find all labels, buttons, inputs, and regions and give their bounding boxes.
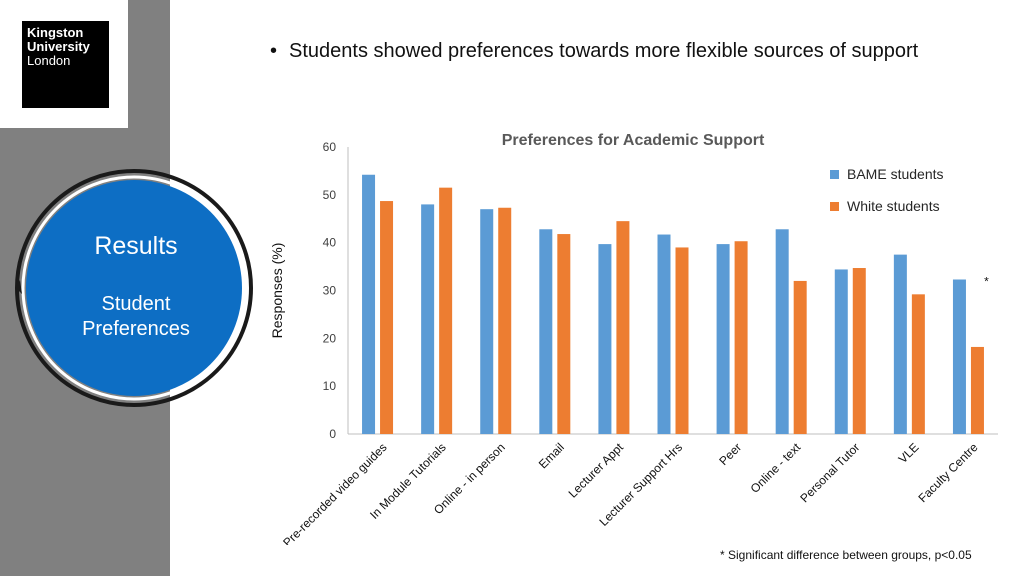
y-tick-label-5: 50: [323, 188, 337, 202]
logo-box: Kingston University London: [0, 0, 128, 128]
bullet-text: Students showed preferences towards more…: [289, 40, 919, 62]
chart-title: Preferences for Academic Support: [502, 132, 765, 149]
bar-bame-8: [834, 269, 848, 434]
bar-bame-2: [480, 209, 494, 434]
bar-white-10: [970, 346, 984, 434]
x-tick-label-6: Peer: [716, 440, 744, 468]
university-logo: Kingston University London: [22, 21, 109, 108]
bar-bame-7: [775, 229, 789, 434]
footnote: * Significant difference between groups,…: [720, 548, 972, 562]
x-tick-label-0: Pre-recorded video guides: [280, 440, 389, 545]
bar-white-0: [380, 201, 394, 434]
bar-bame-10: [952, 279, 966, 434]
bar-bame-6: [716, 244, 730, 434]
section-subtitle-line-1: Student: [101, 293, 171, 315]
logo-line-3: London: [27, 53, 71, 68]
academic-support-chart: Preferences for Academic Support Response…: [269, 132, 998, 545]
y-tick-label-0: 0: [329, 427, 336, 441]
logo-line-1: Kingston: [27, 25, 84, 40]
y-tick-label-4: 40: [323, 236, 337, 250]
y-tick-label-3: 30: [323, 284, 337, 298]
x-tick-label-3: Email: [536, 440, 567, 471]
y-tick-label-2: 20: [323, 331, 337, 345]
bar-white-7: [793, 280, 807, 434]
bar-bame-9: [893, 254, 907, 434]
x-tick-label-8: Personal Tutor: [797, 440, 862, 505]
bar-white-2: [498, 207, 512, 434]
bar-white-3: [557, 234, 571, 434]
bar-white-1: [439, 187, 453, 434]
bar-bame-1: [421, 204, 435, 434]
section-subtitle-line-2: Preferences: [82, 318, 190, 340]
bar-white-9: [911, 294, 925, 434]
x-tick-label-7: Online - text: [748, 440, 804, 496]
section-subtitle: Student Preferences: [28, 292, 244, 342]
bar-bame-4: [598, 244, 612, 434]
x-tick-label-4: Lecturer Appt: [566, 440, 627, 501]
bar-bame-3: [539, 229, 553, 434]
bar-white-4: [616, 221, 630, 434]
bar-bame-0: [362, 174, 376, 434]
bullet-dot-icon: •: [270, 40, 278, 62]
legend-label-0: BAME students: [847, 166, 944, 182]
bar-white-5: [675, 247, 689, 434]
y-axis-label: Responses (%): [269, 243, 285, 339]
section-circle: [15, 169, 253, 407]
legend-label-1: White students: [847, 198, 940, 214]
x-tick-label-9: VLE: [896, 440, 922, 466]
y-tick-label-6: 60: [323, 140, 337, 154]
y-tick-label-1: 10: [323, 379, 337, 393]
logo-line-2: University: [27, 39, 90, 54]
legend-swatch-0: [830, 170, 839, 179]
bar-white-8: [852, 268, 866, 434]
bullet-point: • Students showed preferences towards mor…: [270, 40, 918, 63]
significance-annotation-0: *: [984, 274, 989, 288]
x-tick-label-10: Faculty Centre: [915, 440, 980, 505]
section-title: Results: [94, 232, 178, 260]
bar-bame-5: [657, 234, 671, 434]
bar-white-6: [734, 241, 748, 434]
legend-swatch-1: [830, 202, 839, 211]
